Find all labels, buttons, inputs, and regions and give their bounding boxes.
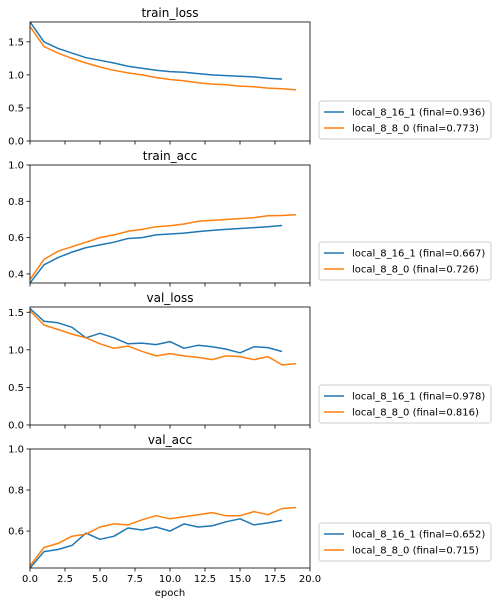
y-tick-label: 0.6: [8, 527, 24, 538]
x-tick-label: 10.0: [159, 574, 181, 585]
series-line-2: [30, 213, 297, 280]
legend-box: [318, 522, 492, 562]
y-tick-label: 0.4: [8, 269, 24, 280]
subplot-val-loss: val_loss 0.0 0.5 1.0 1.5 local_8_16_1 (final=…: [8, 291, 492, 432]
x-tick-label: 2.5: [57, 574, 73, 585]
y-tick-label: 0.5: [8, 383, 24, 394]
y-tick-label: 1.0: [8, 445, 24, 456]
legend-label-2: local_8_8_0 (final=0.726): [352, 265, 479, 276]
series-line-1: [30, 307, 283, 354]
series-line-2: [30, 506, 297, 567]
y-tick-label: 0.8: [8, 197, 24, 208]
legend-label-1: local_8_16_1 (final=0.667): [352, 249, 485, 260]
x-tick-label: 15.0: [229, 574, 251, 585]
axes-frame: [29, 21, 311, 142]
legend-label-2: local_8_8_0 (final=0.715): [352, 546, 479, 557]
series-line-1: [30, 22, 283, 80]
subplot-title: train_loss: [141, 6, 198, 20]
legend-label-2: local_8_8_0 (final=0.816): [352, 408, 479, 419]
x-tick-label: 17.5: [264, 574, 286, 585]
axes-frame: [29, 164, 311, 284]
legend: local_8_16_1 (final=0.978) local_8_8_0 (f…: [318, 384, 492, 424]
x-tick-label: 12.5: [194, 574, 216, 585]
y-tick-label: 1.0: [8, 70, 24, 81]
x-tick-label: 5.0: [92, 574, 108, 585]
y-tick-label: 1.0: [8, 161, 24, 172]
y-tick-label: 1.5: [8, 37, 24, 48]
x-tick-label: 20.0: [299, 574, 321, 585]
x-tick-label: 0.0: [22, 574, 38, 585]
x-tick-label: 7.5: [127, 574, 143, 585]
subplot-val-acc: val_acc 0.6 0.8 1.0 0.0 2.5 5.0 7.5 10.0 12.5 15.0…: [8, 433, 492, 599]
legend-label-1: local_8_16_1 (final=0.936): [352, 108, 485, 119]
subplot-train-acc: train_acc 0.4 0.6 0.8 1.0 local_8_16_1 (final…: [8, 149, 492, 287]
subplot-title: train_acc: [143, 149, 197, 163]
axes-frame: [29, 306, 311, 426]
legend-label-1: local_8_16_1 (final=0.652): [352, 530, 485, 541]
y-tick-label: 1.0: [8, 345, 24, 356]
subplot-train-loss: train_loss 0.0 0.5 1.0 1.5 local_8_16_1 (fina…: [8, 6, 492, 148]
legend: local_8_16_1 (final=0.936) local_8_8_0 (f…: [318, 100, 492, 140]
x-axis-label: epoch: [155, 588, 185, 599]
subplot-title: val_acc: [148, 433, 192, 447]
legend: local_8_16_1 (final=0.667) local_8_8_0 (f…: [318, 241, 492, 281]
subplot-title: val_loss: [147, 291, 194, 305]
legend: local_8_16_1 (final=0.652) local_8_8_0 (f…: [318, 522, 492, 562]
y-tick-label: 0.6: [8, 233, 24, 244]
y-tick-label: 0.0: [8, 137, 24, 148]
legend-label-1: local_8_16_1 (final=0.978): [352, 392, 485, 403]
axes-frame: [29, 448, 311, 569]
y-tick-label: 0.0: [8, 421, 24, 432]
y-tick-label: 1.5: [8, 308, 24, 319]
y-tick-label: 0.5: [8, 103, 24, 114]
y-tick-label: 0.8: [8, 486, 24, 497]
legend-box: [318, 100, 492, 140]
legend-box: [318, 241, 492, 281]
legend-label-2: local_8_8_0 (final=0.773): [352, 124, 479, 135]
series-line-1: [30, 518, 283, 568]
series-line-2: [30, 310, 297, 366]
series-line-2: [30, 26, 297, 91]
series-line-1: [30, 224, 283, 283]
legend-box: [318, 384, 492, 424]
